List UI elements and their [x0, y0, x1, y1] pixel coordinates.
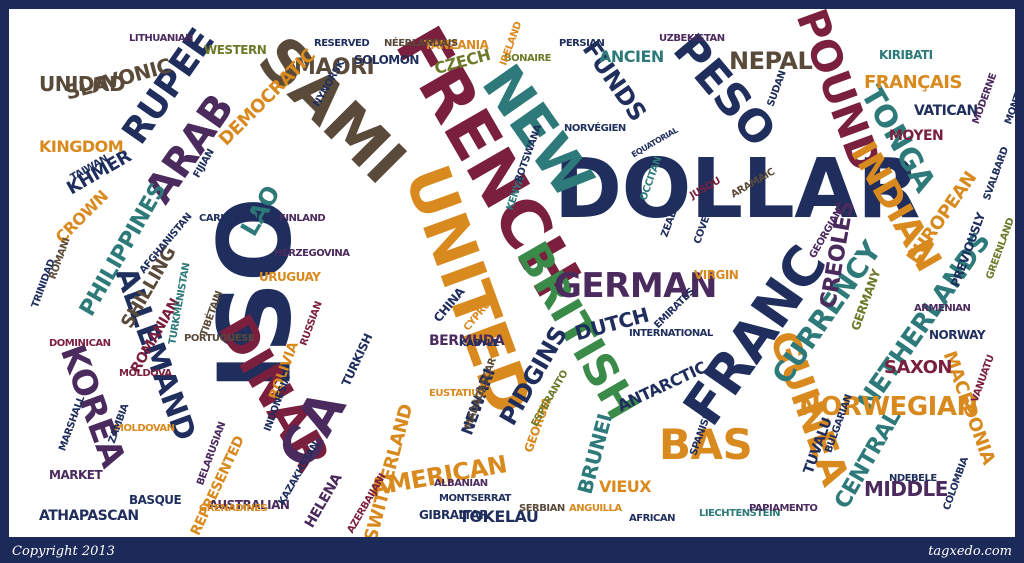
word-australian: AUSTRALIAN [209, 498, 290, 512]
word-moderne: MODERNE [970, 72, 1000, 126]
word-herzegovina: HERZEGOVINA [274, 248, 350, 259]
word-dollar: DOLLAR [554, 142, 920, 237]
word-international: INTERNATIONAL [629, 328, 713, 339]
word-reserved: RESERVED [314, 38, 370, 49]
word-saxon: SAXON [884, 357, 953, 378]
word-bermuda: BERMUDA [429, 333, 505, 349]
word-unidad: UNIDAD [39, 72, 126, 96]
word-sudan: SUDAN [765, 69, 789, 109]
word-solomon: SOLOMON [354, 53, 419, 67]
word-tanzania: TANZANIA [424, 38, 489, 52]
word-serbian: SERBIAN [519, 503, 565, 514]
footer-bar: Copyright 2013 tagxedo.com [0, 540, 1024, 563]
word-basque: BASQUE [129, 493, 182, 507]
copyright-text: Copyright 2013 [12, 544, 115, 559]
word-bas: BAS [659, 420, 753, 469]
word-albanian: ALBANIAN [434, 478, 488, 489]
word-german: GERMAN [554, 266, 717, 306]
brand-link[interactable]: tagxedo.com [928, 544, 1012, 559]
word-western: WESTERN [204, 43, 267, 57]
word-turkish: TURKISH [338, 331, 376, 389]
word-svalbard: SVALBARD [981, 145, 1012, 202]
word-kingdom: KINGDOM [39, 137, 124, 156]
word-lithuanian: LITHUANIAN [129, 33, 194, 44]
word-norway: NORWAY [929, 328, 986, 342]
word-moyen: MOYEN [889, 128, 944, 144]
word-bonaire: BONAIRE [504, 53, 551, 64]
word-kabyle: KABYLE [459, 338, 500, 349]
word-persian: PERSIAN [559, 38, 605, 49]
word-virgin: VIRGIN [694, 268, 739, 282]
word-vieux: VIEUX [599, 477, 652, 496]
word-ancien: ANCIEN [599, 47, 664, 66]
word-athapascan: ATHAPASCAN [39, 508, 139, 524]
word-moldova: MOLDOVA [119, 368, 172, 379]
word-norwegian: NORWEGIAN [799, 392, 978, 422]
word-african: AFRICAN [629, 513, 675, 524]
word-montenegro: MONTENEGRO [1003, 51, 1015, 126]
word-uruguay: URUGUAY [259, 270, 321, 284]
word-neerlandais: NÉERLANDAIS [384, 38, 458, 49]
word-norvegien: NORVÉGIEN [564, 123, 626, 134]
word-ndebele: NDEBELE [889, 473, 937, 484]
word-maori: MAORI [294, 55, 375, 80]
word-eustatius: EUSTATIUS [429, 388, 486, 399]
word-portuguese: PORTUGUESE [184, 333, 255, 344]
word-vatican: VATICAN [914, 103, 978, 119]
word-grenadines: GRENADINES [199, 503, 268, 514]
word-nepal: NEPAL [729, 47, 813, 75]
word-francais: FRANÇAIS [864, 72, 962, 93]
word-caribbean: CARIBBEAN [199, 213, 260, 224]
word-vanuatu: VANUATU [969, 353, 997, 404]
word-kiribati: KIRIBATI [879, 48, 933, 62]
word-cloud: ISO DOLLAR FRENCH UNITED SAMI NEW FRANC BRITISH… [9, 9, 1015, 537]
word-uzbekistan: UZBEKISTAN [659, 33, 725, 44]
word-moldovan: MOLDOVAN [114, 423, 175, 434]
word-liechtenstein: LIECHTENSTEIN [699, 508, 781, 519]
word-market: MARKET [49, 468, 103, 482]
word-montserrat: MONTSERRAT [439, 493, 511, 504]
word-gibraltar: GIBRALTAR [419, 508, 488, 522]
word-armenian: ARMENIAN [914, 303, 971, 314]
word-anguilla: ANGUILLA [569, 503, 622, 514]
word-papiamento: PAPIAMENTO [749, 503, 818, 514]
word-finland: FINLAND [279, 213, 326, 224]
word-tokelau: TOKELAU [459, 507, 539, 526]
word-helena: HELENA [301, 471, 346, 531]
word-dominican: DOMINICAN [49, 338, 111, 349]
word-middle: MIDDLE [864, 477, 948, 501]
